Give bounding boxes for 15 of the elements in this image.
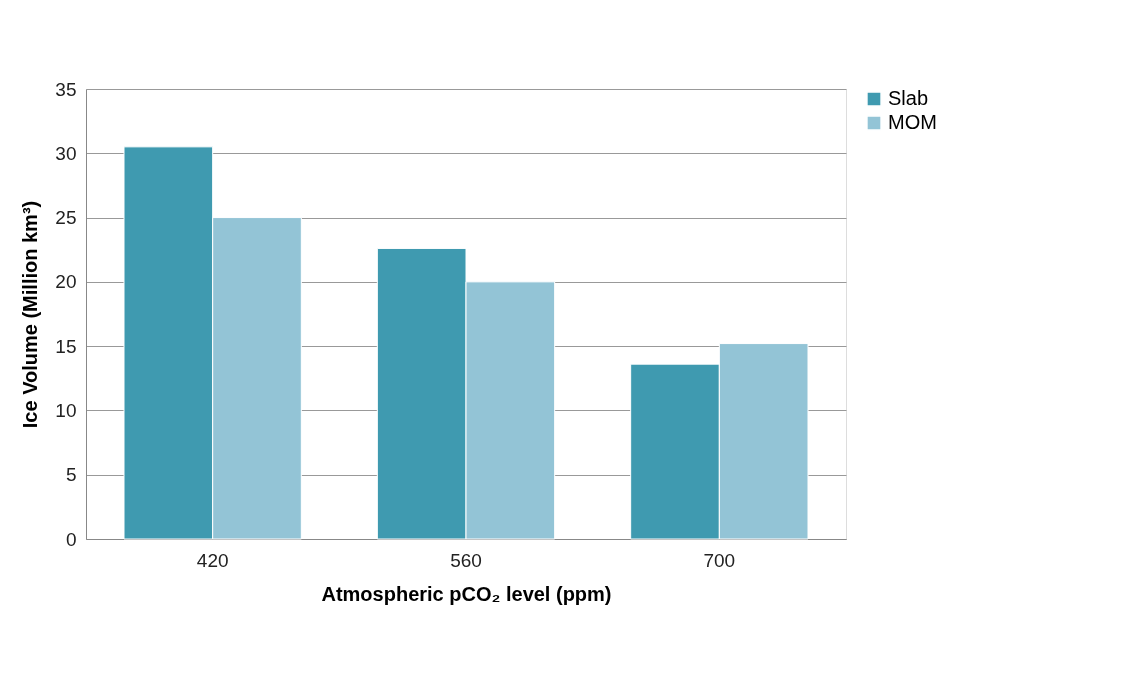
y-tick-label: 20 (55, 271, 77, 293)
x-axis-title: Atmospheric pCO₂ level (ppm) (321, 582, 612, 605)
y-axis-title: Ice Volume (Million km³) (19, 200, 42, 429)
x-tick-label: 560 (450, 549, 482, 571)
legend-label: Slab (888, 87, 929, 109)
x-tick-label: 700 (703, 549, 736, 571)
legend-label: MOM (888, 111, 937, 133)
y-tick-label: 0 (65, 528, 77, 550)
y-tick-label: 15 (55, 335, 77, 357)
y-tick-label: 30 (55, 142, 77, 164)
y-tick-label: 35 (55, 78, 77, 100)
y-tick-label: 5 (65, 464, 77, 486)
y-tick-label: 10 (55, 399, 77, 421)
y-tick-label: 25 (55, 207, 77, 229)
x-tick-label: 420 (196, 549, 229, 571)
